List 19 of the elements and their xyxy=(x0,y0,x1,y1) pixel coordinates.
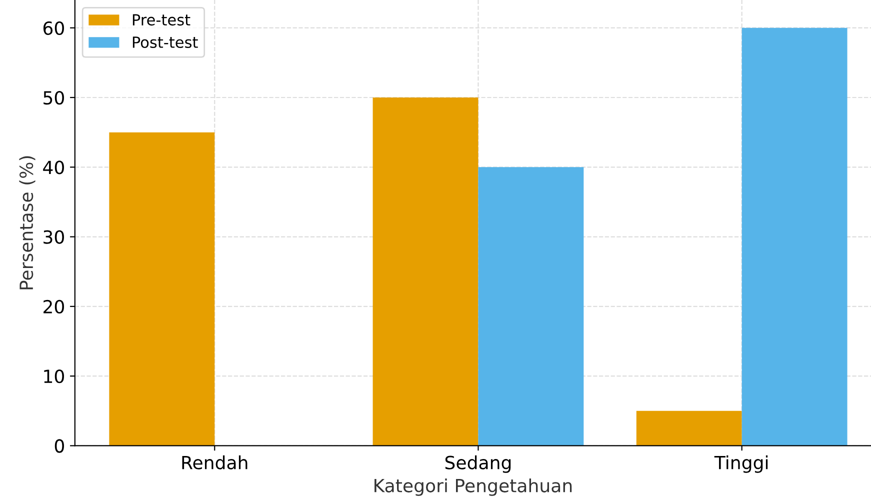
legend-label: Post-test xyxy=(132,36,198,48)
y-tick-label: 10 xyxy=(44,370,64,384)
x-axis-title: Kategori Pengetahuan xyxy=(374,478,572,496)
legend-label: Pre-test xyxy=(132,14,190,26)
y-tick-label: 30 xyxy=(44,230,64,244)
bar xyxy=(372,98,478,446)
bar xyxy=(636,410,742,446)
x-tick-label: Sedang xyxy=(445,455,511,473)
bar xyxy=(742,28,848,446)
y-tick-label: 20 xyxy=(44,300,64,314)
x-tick-label: Tinggi xyxy=(714,455,768,473)
y-axis-title: Persentase (%) xyxy=(19,156,36,290)
bar xyxy=(109,132,215,446)
y-tick-label: 0 xyxy=(54,439,64,453)
bar xyxy=(478,167,584,446)
x-tick-label: Rendah xyxy=(182,455,248,470)
y-tick-label: 40 xyxy=(43,160,64,174)
y-tick-label: 60 xyxy=(43,21,64,35)
y-tick-label: 50 xyxy=(44,90,64,105)
